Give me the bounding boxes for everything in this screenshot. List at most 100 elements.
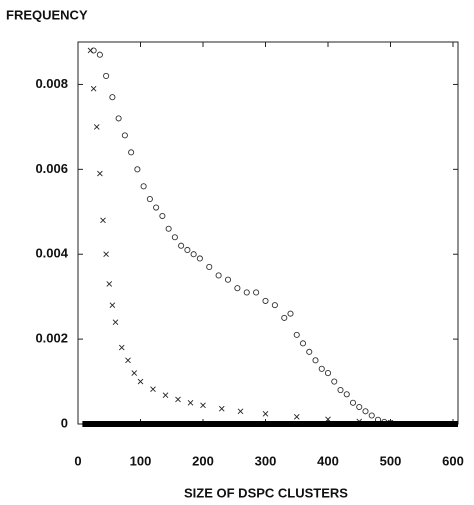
circle-point: [128, 149, 135, 156]
circle-point: [281, 314, 288, 321]
circle-point: [140, 183, 147, 190]
circle-point: [356, 403, 363, 411]
baseline-point: [326, 421, 337, 427]
baseline-point: [241, 421, 252, 427]
baseline-point: [298, 421, 308, 427]
circle-point: [196, 255, 203, 262]
baseline-point: [307, 421, 318, 427]
circle-point: [318, 365, 325, 372]
baseline-point: [82, 421, 93, 427]
circle-point: [306, 348, 313, 355]
cross-point: [218, 405, 225, 412]
baseline-point: [448, 421, 458, 427]
circle-point: [96, 51, 103, 58]
baseline-point: [373, 421, 383, 427]
x-tick-label: 400: [317, 453, 339, 468]
baseline-point: [129, 421, 140, 427]
circle-point: [206, 263, 213, 271]
x-tick-label: 600: [442, 453, 464, 468]
baseline-point: [204, 421, 215, 427]
circle-point: [312, 357, 319, 364]
baseline-point: [148, 421, 158, 427]
cross-point: [150, 386, 156, 393]
baseline-point: [213, 421, 224, 427]
circle-point: [224, 276, 232, 283]
circle-point: [109, 94, 116, 101]
baseline-point: [344, 421, 355, 427]
plot-frame: [77, 41, 459, 425]
cross-point: [87, 47, 94, 54]
baseline-point: [223, 421, 233, 427]
circle-point: [349, 399, 357, 406]
circle-point: [299, 340, 307, 347]
baseline-point: [363, 421, 374, 427]
circle-point: [134, 166, 141, 173]
cross-point: [237, 408, 244, 415]
x-tick-label: 0: [74, 453, 81, 468]
cross-point: [293, 413, 300, 420]
y-tick-label: 0.008: [35, 76, 68, 91]
cross-point: [131, 370, 138, 376]
x-tick-label: 100: [130, 453, 152, 468]
cross-point: [175, 396, 181, 403]
circle-point: [337, 386, 344, 394]
y-tick-label: 0.004: [35, 246, 68, 261]
cross-point: [97, 170, 103, 177]
cross-point: [125, 357, 131, 364]
baseline-point: [138, 421, 149, 427]
x-tick-label: 500: [380, 453, 402, 468]
baseline-point: [91, 421, 102, 427]
cross-point: [325, 416, 331, 423]
circle-point: [171, 234, 178, 241]
cross-point: [100, 217, 106, 224]
chart-title: FREQUENCY: [6, 7, 88, 22]
baseline-point: [185, 421, 196, 427]
baseline-point: [269, 421, 280, 427]
circle-point: [103, 72, 110, 80]
circle-point: [362, 408, 369, 415]
x-tick-label: 300: [255, 453, 277, 468]
baseline-point: [419, 421, 430, 427]
baseline-point: [279, 421, 290, 427]
baseline-point: [429, 421, 440, 427]
cross-point: [162, 392, 169, 398]
circle-point: [165, 225, 172, 232]
cross-point: [109, 302, 116, 308]
baseline-point: [438, 421, 449, 427]
circle-point: [146, 195, 153, 203]
cross-point: [112, 319, 119, 325]
circle-point: [115, 115, 122, 122]
cross-point: [90, 85, 97, 92]
circle-point: [324, 370, 332, 377]
circle-point: [271, 302, 278, 309]
baseline-point: [110, 421, 121, 427]
circle-point: [215, 272, 222, 279]
circle-point: [159, 212, 166, 220]
baseline-point: [391, 421, 402, 427]
circle-point: [293, 331, 300, 338]
baseline-point: [166, 421, 177, 427]
baseline-point: [260, 421, 271, 427]
circle-point: [190, 251, 197, 258]
circle-point: [343, 391, 350, 398]
x-axis-label: SIZE OF DSPC CLUSTERS: [184, 485, 348, 500]
baseline-point: [157, 421, 168, 427]
cross-point: [106, 281, 113, 287]
cross-point: [187, 399, 194, 406]
baseline-point: [335, 421, 346, 427]
circle-point: [287, 310, 294, 317]
circle-point: [121, 132, 128, 139]
baseline-point: [382, 421, 393, 427]
y-tick-label: 0.002: [35, 331, 68, 346]
baseline-point: [232, 421, 243, 427]
circle-point: [234, 285, 241, 292]
circle-point: [153, 204, 160, 211]
y-tick-label: 0.006: [35, 161, 68, 176]
cross-point: [93, 124, 100, 130]
circle-point: [243, 289, 250, 296]
x-tick-label: 200: [192, 453, 214, 468]
baseline-point: [101, 421, 112, 427]
baseline-point: [316, 421, 327, 427]
baseline-point: [288, 421, 299, 427]
